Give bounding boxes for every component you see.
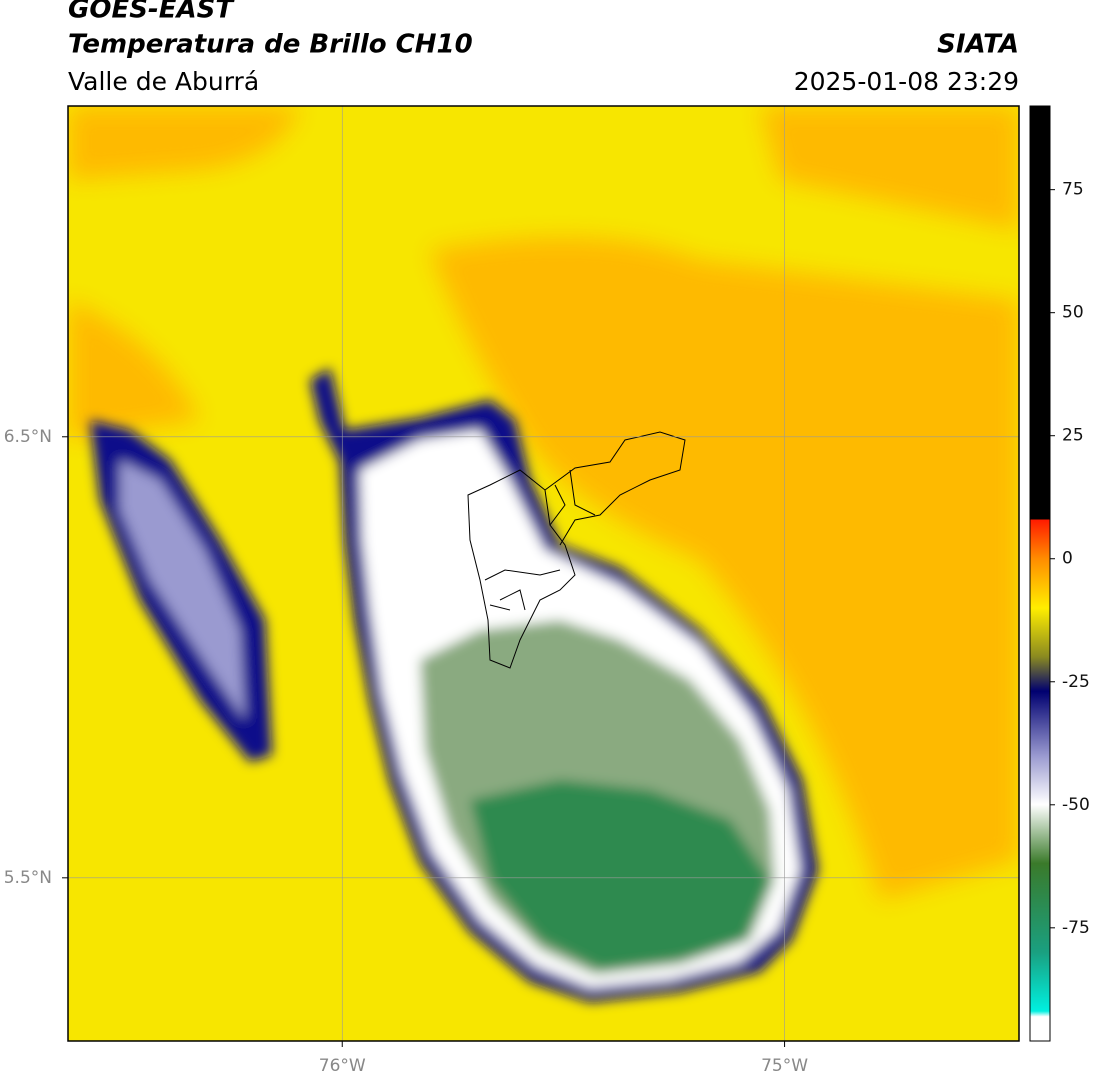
colorbar-label: -25 — [1062, 672, 1090, 692]
colorbar-label: -50 — [1062, 795, 1090, 815]
y-tick-label: 5.5°N — [4, 868, 52, 888]
y-tick-label: 6.5°N — [4, 427, 52, 447]
region: Valle de Aburrá — [68, 67, 259, 96]
colorbar-label: 25 — [1062, 426, 1084, 446]
satellite-image — [68, 106, 1019, 1041]
timestamp: 2025-01-08 23:29 — [794, 67, 1019, 96]
map-frame — [67, 105, 1020, 1042]
colorbar-label: 50 — [1062, 303, 1084, 323]
x-tick-label: 75°W — [761, 1056, 808, 1076]
subtitle: Temperatura de Brillo CH10 — [68, 30, 473, 60]
municipal-boundaries — [467, 431, 686, 669]
title: GOES-EAST — [68, 0, 235, 25]
colorbar-label: 0 — [1062, 549, 1073, 569]
colorbar — [1029, 105, 1051, 1042]
colorbar-label: -75 — [1062, 918, 1090, 938]
x-tick-label: 76°W — [319, 1056, 366, 1076]
colorbar-label: 75 — [1062, 180, 1084, 200]
source: SIATA — [937, 30, 1019, 60]
